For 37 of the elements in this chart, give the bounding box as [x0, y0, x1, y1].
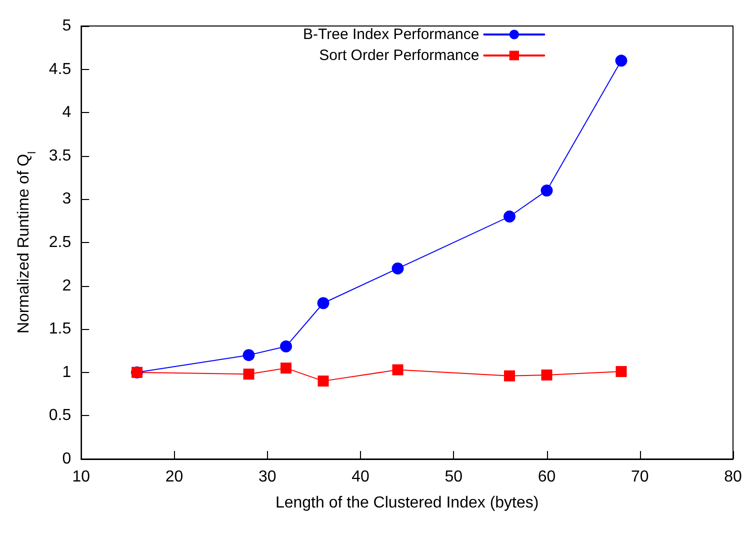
x-tick-label: 30 [258, 468, 276, 486]
y-axis-title: Normalized Runtime of Ql [16, 151, 38, 334]
point [280, 362, 292, 374]
x-tick-label: 80 [724, 468, 742, 486]
y-tick-label: 2.5 [48, 234, 72, 251]
point [317, 297, 330, 310]
point [504, 210, 516, 223]
x-axis-title: Length of the Clustered Index (bytes) [275, 494, 539, 512]
x-tick-label: 60 [538, 468, 556, 486]
y-tick-label: 1.5 [48, 320, 72, 338]
x-tick-label: 50 [444, 468, 463, 486]
point [540, 184, 553, 197]
y-tick-label: 5 [62, 18, 72, 34]
point [504, 370, 516, 382]
x-tick-label: 20 [165, 468, 184, 486]
point [392, 364, 404, 376]
x-tick-label: 70 [630, 468, 649, 486]
y-tick-label: 3.5 [48, 147, 72, 164]
legend-label: Sort Order Performance [319, 47, 480, 64]
point [615, 54, 628, 67]
x-tick-label: 10 [72, 468, 90, 486]
legend-label: B-Tree Index Performance [302, 26, 480, 43]
y-tick-label: 0.5 [48, 407, 72, 424]
y-tick-label: 0 [62, 450, 72, 468]
point [616, 366, 627, 378]
point [280, 340, 292, 352]
y-tick-label: 2 [62, 277, 72, 294]
point [541, 370, 552, 380]
y-tick-label: 1 [62, 364, 72, 381]
y-tick-label: 4 [62, 104, 72, 122]
x-tick-label: 40 [352, 468, 370, 486]
point [318, 376, 329, 387]
y-tick-label: 4.5 [48, 60, 72, 78]
y-tick-label: 3 [62, 190, 72, 208]
point [392, 262, 404, 274]
point [243, 368, 254, 380]
point [242, 349, 255, 362]
